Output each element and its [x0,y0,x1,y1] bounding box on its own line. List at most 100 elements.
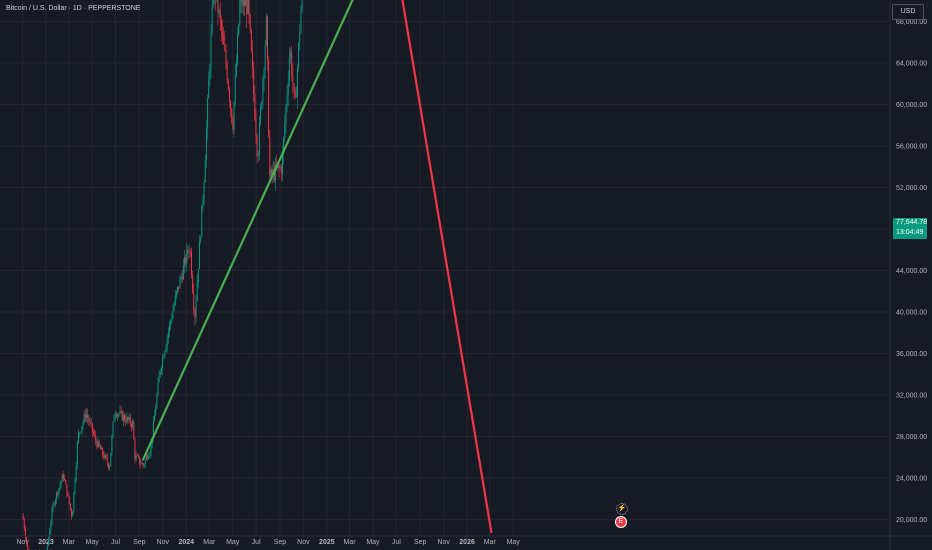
candle-body [106,457,108,464]
candle-body [53,503,55,505]
candle-body [248,0,250,15]
candle-body [22,515,24,520]
candle-body [195,300,197,318]
candle-body [262,79,264,103]
x-axis-tick-label: 2025 [319,539,335,546]
y-axis-tick-label: 44,000.00 [896,268,927,275]
candle-body [128,417,130,420]
candle-body [107,463,109,469]
x-axis-tick-label: Mar [484,539,497,546]
x-axis-tick-label: 2024 [178,539,194,546]
candle-body [23,519,25,529]
candle-body [72,511,74,517]
candle-body [129,417,131,424]
candle-body [130,423,132,427]
x-axis-tick-label: Nov [16,539,29,546]
x-axis-tick-label: Mar [203,539,216,546]
candle-body [113,415,115,422]
candle-body [260,107,262,123]
candle-body [286,94,288,106]
lightning-event-icon[interactable]: ⚡ [616,503,628,515]
candle-body [79,432,81,434]
candle-body [92,431,94,434]
currency-button[interactable]: USD [892,4,924,20]
last-price-value: 77,644.78 [896,219,928,226]
candle-body [264,45,266,70]
candle-body [224,44,226,51]
candle-body [76,442,78,465]
candle-body [250,30,252,51]
candle-body [227,80,229,90]
candle-body [71,509,73,517]
candle-body [238,24,240,35]
candle-body [125,420,127,423]
candle-body [171,318,173,321]
candle-body [194,309,196,318]
candle-body [300,9,302,34]
candle-body [140,463,142,465]
candle-body [58,488,60,495]
x-axis-tick-label: Nov [297,539,310,546]
candle-body [234,75,236,103]
candle-body [24,528,26,538]
candle-body [152,421,154,439]
candle-body [46,545,48,550]
earnings-event-icon[interactable]: E [615,516,627,528]
candle-body [207,98,209,129]
candle-body [228,89,230,102]
y-axis-tick-label: 32,000.00 [896,393,927,400]
y-axis-tick-label: 52,000.00 [896,185,927,192]
x-axis-tick-label: Jul [252,539,261,546]
symbol-title[interactable]: Bitcoin / U.S. Dollar · 1D · PEPPERSTONE [6,5,141,12]
candle-body [94,433,96,436]
x-axis-tick-label: Nov [437,539,450,546]
candle-body [54,499,56,505]
x-axis-tick-label: 2023 [38,539,54,546]
bar-countdown: 13:04:49 [896,229,924,236]
candle-body [149,452,151,457]
candle-body [61,474,63,482]
candle-body [178,286,180,289]
candle-body [261,102,263,108]
candle-body [266,16,268,61]
candle-body [220,19,222,31]
candle-body [249,14,251,31]
support-trendline[interactable] [142,0,525,461]
candle-body [84,413,86,418]
candle-body [292,75,294,84]
x-axis-tick-label: Sep [274,539,287,546]
candle-body [299,33,301,43]
candle-body [197,268,199,282]
candle-body [269,136,271,176]
candle-body [208,80,210,99]
candle-body [175,291,177,296]
candle-body [217,0,219,13]
candle-body [81,426,83,432]
candle-body [279,167,281,168]
candle-body [111,436,113,453]
candle-body [167,331,169,338]
candle-body [56,492,58,500]
candle-body [95,435,97,442]
candle-body [196,281,198,301]
candle-body [218,10,220,13]
x-axis-tick-label: May [366,539,380,546]
candle-body [62,474,64,479]
candle-body [68,495,70,504]
candle-body [82,421,84,427]
y-axis-tick-label: 28,000.00 [896,434,927,441]
candle-body [87,414,89,419]
candle-body [280,167,282,174]
resistance-trendline[interactable] [334,0,493,534]
candle-body [190,251,192,276]
candle-body [223,34,225,45]
candle-body [96,441,98,448]
candle-body [86,414,88,418]
candle-body [298,42,300,69]
candle-body [237,34,239,63]
candle-body [144,459,146,465]
candle-body [180,277,182,279]
candle-body [255,118,257,137]
